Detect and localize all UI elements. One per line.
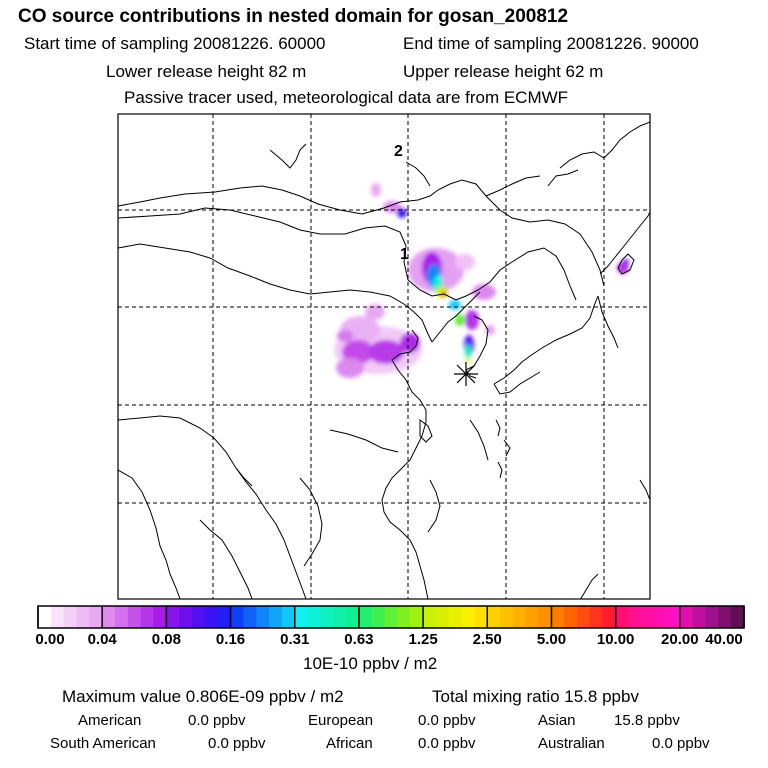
colorbar-unit-label: 10E-10 ppbv / m2 <box>303 654 438 673</box>
region-asian-label: Asian <box>538 712 576 729</box>
colorbar-swatch <box>294 606 309 628</box>
colorbar-tick-label: 0.00 <box>35 631 65 648</box>
region-australian-label: Australian <box>538 735 605 752</box>
colorbar-swatch <box>589 606 604 628</box>
region-south-american-label: South American <box>50 735 156 752</box>
colorbar-swatch <box>615 606 630 628</box>
colorbar-swatch <box>333 606 347 628</box>
colorbar-swatch <box>115 606 129 628</box>
start-time-text: Start time of sampling 20081226. 60000 <box>24 34 326 53</box>
colorbar-swatch <box>654 606 668 628</box>
colorbar-swatch <box>50 606 65 628</box>
colorbar <box>37 605 745 629</box>
region-african-value: 0.0 ppbv <box>418 735 476 752</box>
colorbar-swatch <box>38 606 52 628</box>
region-asian-value: 15.8 ppbv <box>614 712 680 729</box>
colorbar-swatch <box>410 606 424 628</box>
colorbar-swatch <box>435 606 450 628</box>
colorbar-tick-label: 10.00 <box>596 631 635 648</box>
colorbar-frame <box>37 605 745 629</box>
colorbar-swatch <box>718 606 732 628</box>
map-grid <box>118 114 650 599</box>
colorbar-tick-label: 2.50 <box>472 631 502 648</box>
colorbar-swatch <box>243 606 257 628</box>
source-label-1: 1 <box>400 246 409 263</box>
colorbar-swatch <box>127 606 142 628</box>
region-south-american-value: 0.0 ppbv <box>208 735 266 752</box>
colorbar-swatch <box>474 606 488 628</box>
colorbar-swatch <box>166 606 180 628</box>
colorbar-tick-label: 0.08 <box>151 631 181 648</box>
colorbar-swatch <box>371 606 386 628</box>
colorbar-swatch <box>281 606 296 628</box>
colorbar-swatch <box>551 606 565 628</box>
maximum-value-text: Maximum value 0.806E-09 ppbv / m2 <box>62 687 344 706</box>
region-european-label: European <box>308 712 374 729</box>
colorbar-swatch <box>153 606 167 628</box>
colorbar-tick-label: 0.63 <box>344 631 374 648</box>
colorbar-swatch <box>692 606 707 628</box>
region-american-value: 0.0 ppbv <box>188 712 246 729</box>
map-frame <box>117 113 651 600</box>
lower-release-text: Lower release height 82 m <box>106 62 307 81</box>
colorbar-tick-label: 1.25 <box>408 631 438 648</box>
colorbar-swatch <box>230 606 244 628</box>
colorbar-swatch <box>641 606 655 628</box>
colorbar-swatch <box>217 606 232 628</box>
colorbar-swatch <box>256 606 270 628</box>
colorbar-swatch <box>448 606 463 628</box>
colorbar-swatch <box>358 606 373 628</box>
colorbar-swatch <box>628 606 642 628</box>
colorbar-swatch <box>346 606 360 628</box>
upper-release-text: Upper release height 62 m <box>403 62 604 81</box>
source-label-2: 2 <box>394 143 403 160</box>
colorbar-swatch <box>500 606 514 628</box>
colorbar-swatch <box>397 606 411 628</box>
region-european-value: 0.0 ppbv <box>418 712 476 729</box>
colorbar-swatch <box>269 606 283 628</box>
colorbar-tick-label: 0.16 <box>215 631 246 648</box>
colorbar-swatch <box>731 606 745 628</box>
tracer-note-text: Passive tracer used, meteorological data… <box>124 88 569 107</box>
colorbar-swatch <box>602 606 617 628</box>
colorbar-swatch <box>140 606 155 628</box>
total-mixing-ratio-text: Total mixing ratio 15.8 ppbv <box>432 687 639 706</box>
colorbar-swatch <box>705 606 719 628</box>
colorbar-swatch <box>577 606 591 628</box>
colorbar-swatch <box>179 606 193 628</box>
plot-title: CO source contributions in nested domain… <box>18 6 569 27</box>
colorbar-swatch <box>307 606 321 628</box>
end-time-text: End time of sampling 20081226. 90000 <box>403 34 699 53</box>
colorbar-tick-label: 0.04 <box>87 631 117 648</box>
colorbar-swatch <box>192 606 206 628</box>
colorbar-swatch <box>320 606 334 628</box>
star-icon <box>454 362 478 386</box>
colorbar-swatch <box>89 606 103 628</box>
colorbar-swatch <box>679 606 694 628</box>
colorbar-tick-label: 20.00 <box>661 631 699 648</box>
colorbar-swatch <box>76 606 90 628</box>
colorbar-swatch <box>461 606 476 628</box>
region-african-label: African <box>326 735 373 752</box>
map-area: 2 1 <box>118 114 650 599</box>
region-australian-value: 0.0 ppbv <box>652 735 710 752</box>
colorbar-swatch <box>564 606 578 628</box>
region-american-label: American <box>78 712 142 729</box>
colorbar-swatch <box>666 606 681 628</box>
colorbar-swatch <box>423 606 437 628</box>
colorbar-swatch <box>63 606 78 628</box>
colorbar-swatch <box>538 606 553 628</box>
colorbar-swatch <box>512 606 527 628</box>
concentration-plume <box>334 183 629 378</box>
colorbar-tick-label: 5.00 <box>536 631 567 648</box>
colorbar-tick-label: 40.00 <box>705 631 743 648</box>
colorbar-swatch <box>204 606 219 628</box>
colorbar-swatch <box>102 606 116 628</box>
coastlines <box>118 121 650 599</box>
colorbar-swatch <box>487 606 501 628</box>
colorbar-swatch <box>384 606 399 628</box>
colorbar-swatch <box>525 606 540 628</box>
colorbar-tick-label: 0.31 <box>280 631 310 648</box>
